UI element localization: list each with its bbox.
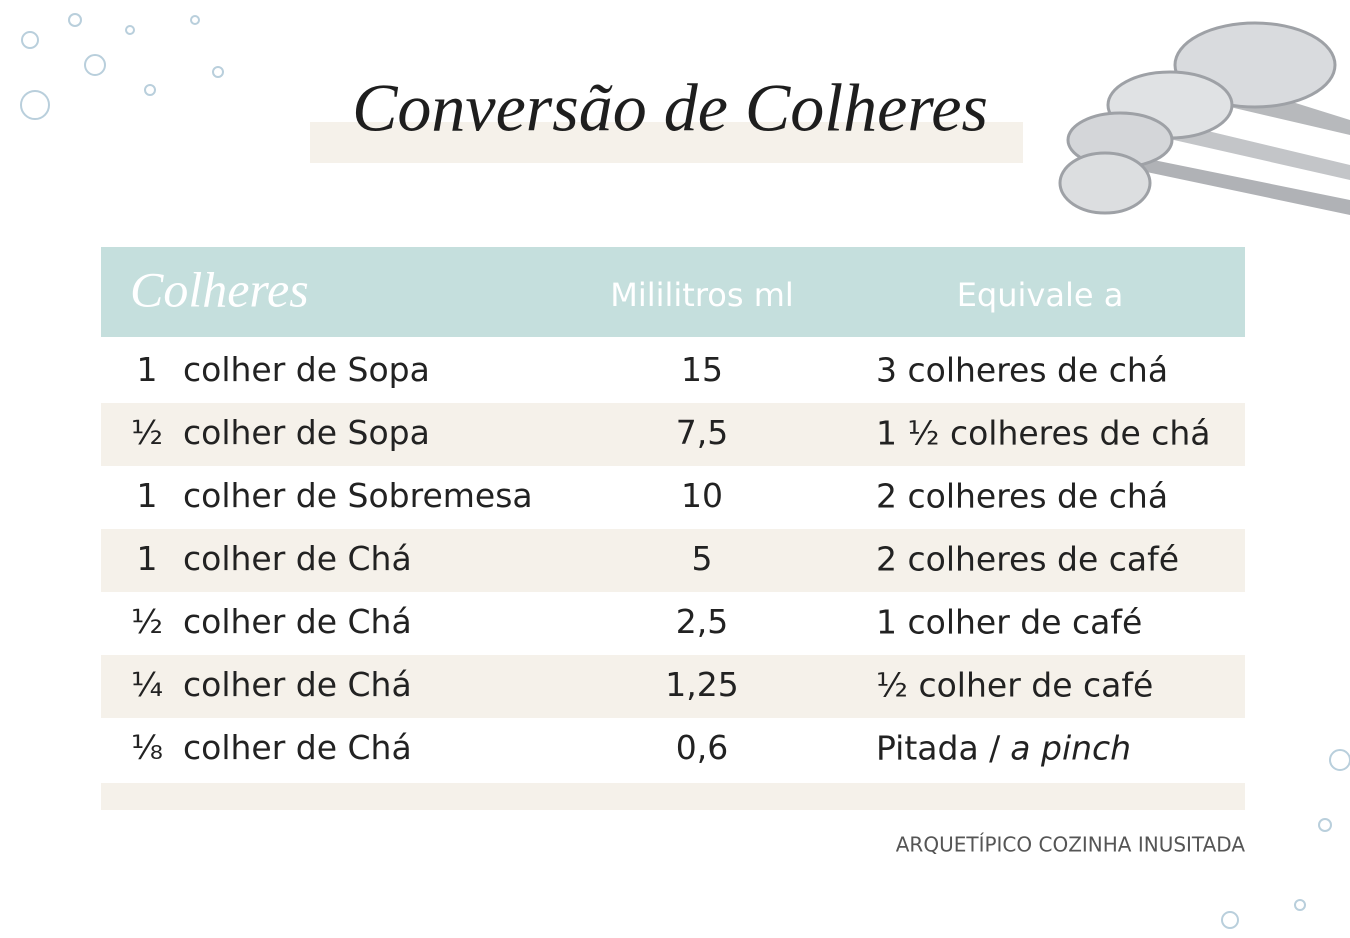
header-cell: Equivale a xyxy=(957,276,1124,314)
ml-cell: 1,25 xyxy=(665,665,738,704)
header-cell: Mililitros ml xyxy=(610,276,794,314)
equivalent-cell: 1 ½ colheres de chá xyxy=(876,413,1211,452)
row-band xyxy=(101,655,1245,718)
equivalent-text: 3 colheres de chá xyxy=(876,350,1168,389)
ml-cell: 10 xyxy=(681,476,723,515)
droplets xyxy=(20,13,1350,929)
equivalent-cell: 3 colheres de chá xyxy=(876,350,1168,389)
title: Conversão de Colheres xyxy=(352,70,988,146)
equivalent-cell: Pitada / a pinch xyxy=(876,728,1131,767)
spoon-cell: colher de Chá xyxy=(183,728,412,767)
amount-cell: ¼ xyxy=(131,665,163,704)
amount-cell: ½ xyxy=(131,602,163,641)
row-band xyxy=(101,403,1245,466)
ml-cell: 5 xyxy=(692,539,713,578)
amount-cell: 1 xyxy=(137,476,158,515)
equivalent-text: 2 colheres de chá xyxy=(876,476,1168,515)
equivalent-text: 2 colheres de café xyxy=(876,539,1179,578)
amount-cell: ½ xyxy=(131,413,163,452)
equivalent-cell: 1 colher de café xyxy=(876,602,1142,641)
title-band xyxy=(310,122,1023,163)
equivalent-note: a pinch xyxy=(1010,728,1131,767)
equivalent-cell: 2 colheres de café xyxy=(876,539,1179,578)
header-cell: Colheres xyxy=(130,261,309,317)
footer: ARQUETÍPICO COZINHA INUSITADA xyxy=(896,833,1246,857)
spoon-cell: colher de Sopa xyxy=(183,413,430,452)
equivalent-text: 1 ½ colheres de chá xyxy=(876,413,1211,452)
equivalent-text: 1 colher de café xyxy=(876,602,1142,641)
row-band xyxy=(101,529,1245,592)
equivalent-cell: ½ colher de café xyxy=(876,665,1153,704)
amount-cell: ⅛ xyxy=(131,728,163,767)
equivalent-text: Pitada / xyxy=(876,728,1001,767)
equivalent-text: ½ colher de café xyxy=(876,665,1153,704)
table-header xyxy=(101,247,1245,337)
spoon-cell: colher de Sopa xyxy=(183,350,430,389)
spoon-cell: colher de Sobremesa xyxy=(183,476,533,515)
ml-cell: 15 xyxy=(681,350,723,389)
table-footer-band xyxy=(101,783,1245,810)
spoon-cell: colher de Chá xyxy=(183,602,412,641)
ml-cell: 0,6 xyxy=(676,728,728,767)
amount-cell: 1 xyxy=(137,350,158,389)
spoon-cell: colher de Chá xyxy=(183,665,412,704)
spoon-cell: colher de Chá xyxy=(183,539,412,578)
amount-cell: 1 xyxy=(137,539,158,578)
equivalent-cell: 2 colheres de chá xyxy=(876,476,1168,515)
ml-cell: 2,5 xyxy=(676,602,728,641)
spoons xyxy=(1058,21,1350,215)
ml-cell: 7,5 xyxy=(676,413,728,452)
